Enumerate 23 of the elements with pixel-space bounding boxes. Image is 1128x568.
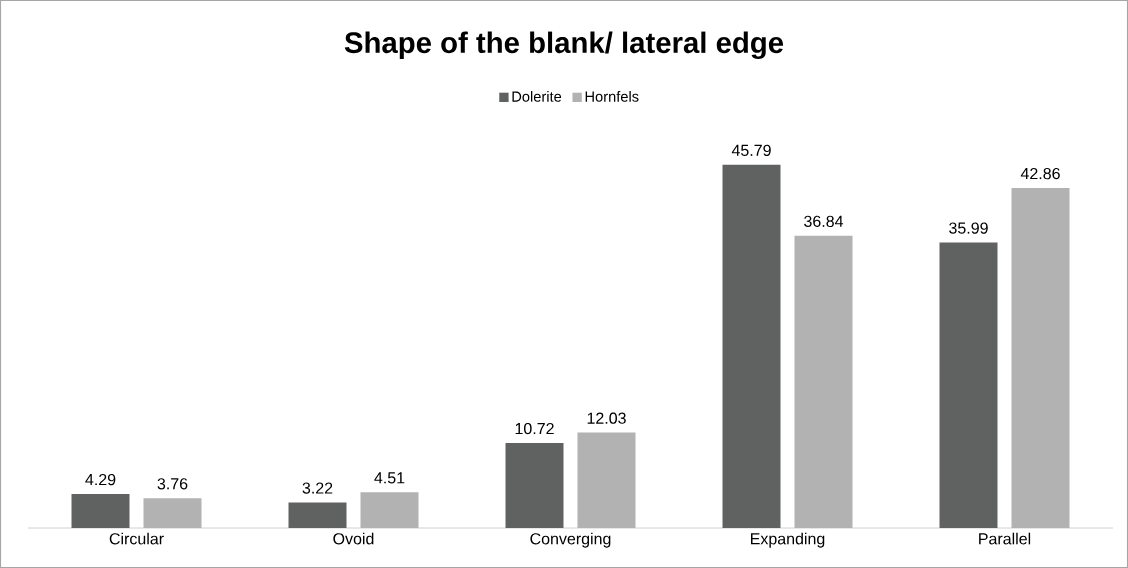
data-label: 4.51 — [374, 472, 405, 484]
x-tick-label: Expanding — [751, 532, 825, 548]
bar — [71, 493, 130, 528]
chart-title: Shape of the blank/ lateral edge — [344, 31, 784, 60]
data-label: 12.03 — [587, 412, 626, 424]
x-tick-label: Circular — [109, 532, 164, 545]
bar — [505, 442, 564, 528]
data-label: 3.76 — [157, 478, 188, 490]
data-label: 10.72 — [515, 422, 554, 435]
legend-label: Dolerite — [512, 91, 562, 102]
data-label: 3.22 — [302, 482, 333, 494]
legend-label: Hornfels — [585, 91, 639, 102]
x-tick-label: Ovoid — [333, 532, 374, 545]
bar — [939, 242, 998, 528]
data-label: 4.29 — [85, 473, 116, 486]
bar — [722, 164, 781, 528]
data-label: 36.84 — [804, 215, 844, 227]
data-label: 45.79 — [731, 144, 771, 156]
x-tick-label: Parallel — [979, 532, 1031, 545]
bar — [288, 502, 347, 528]
x-tick-label: Converging — [530, 532, 611, 548]
data-label: 42.86 — [1020, 167, 1060, 180]
data-label: 35.99 — [949, 222, 988, 234]
